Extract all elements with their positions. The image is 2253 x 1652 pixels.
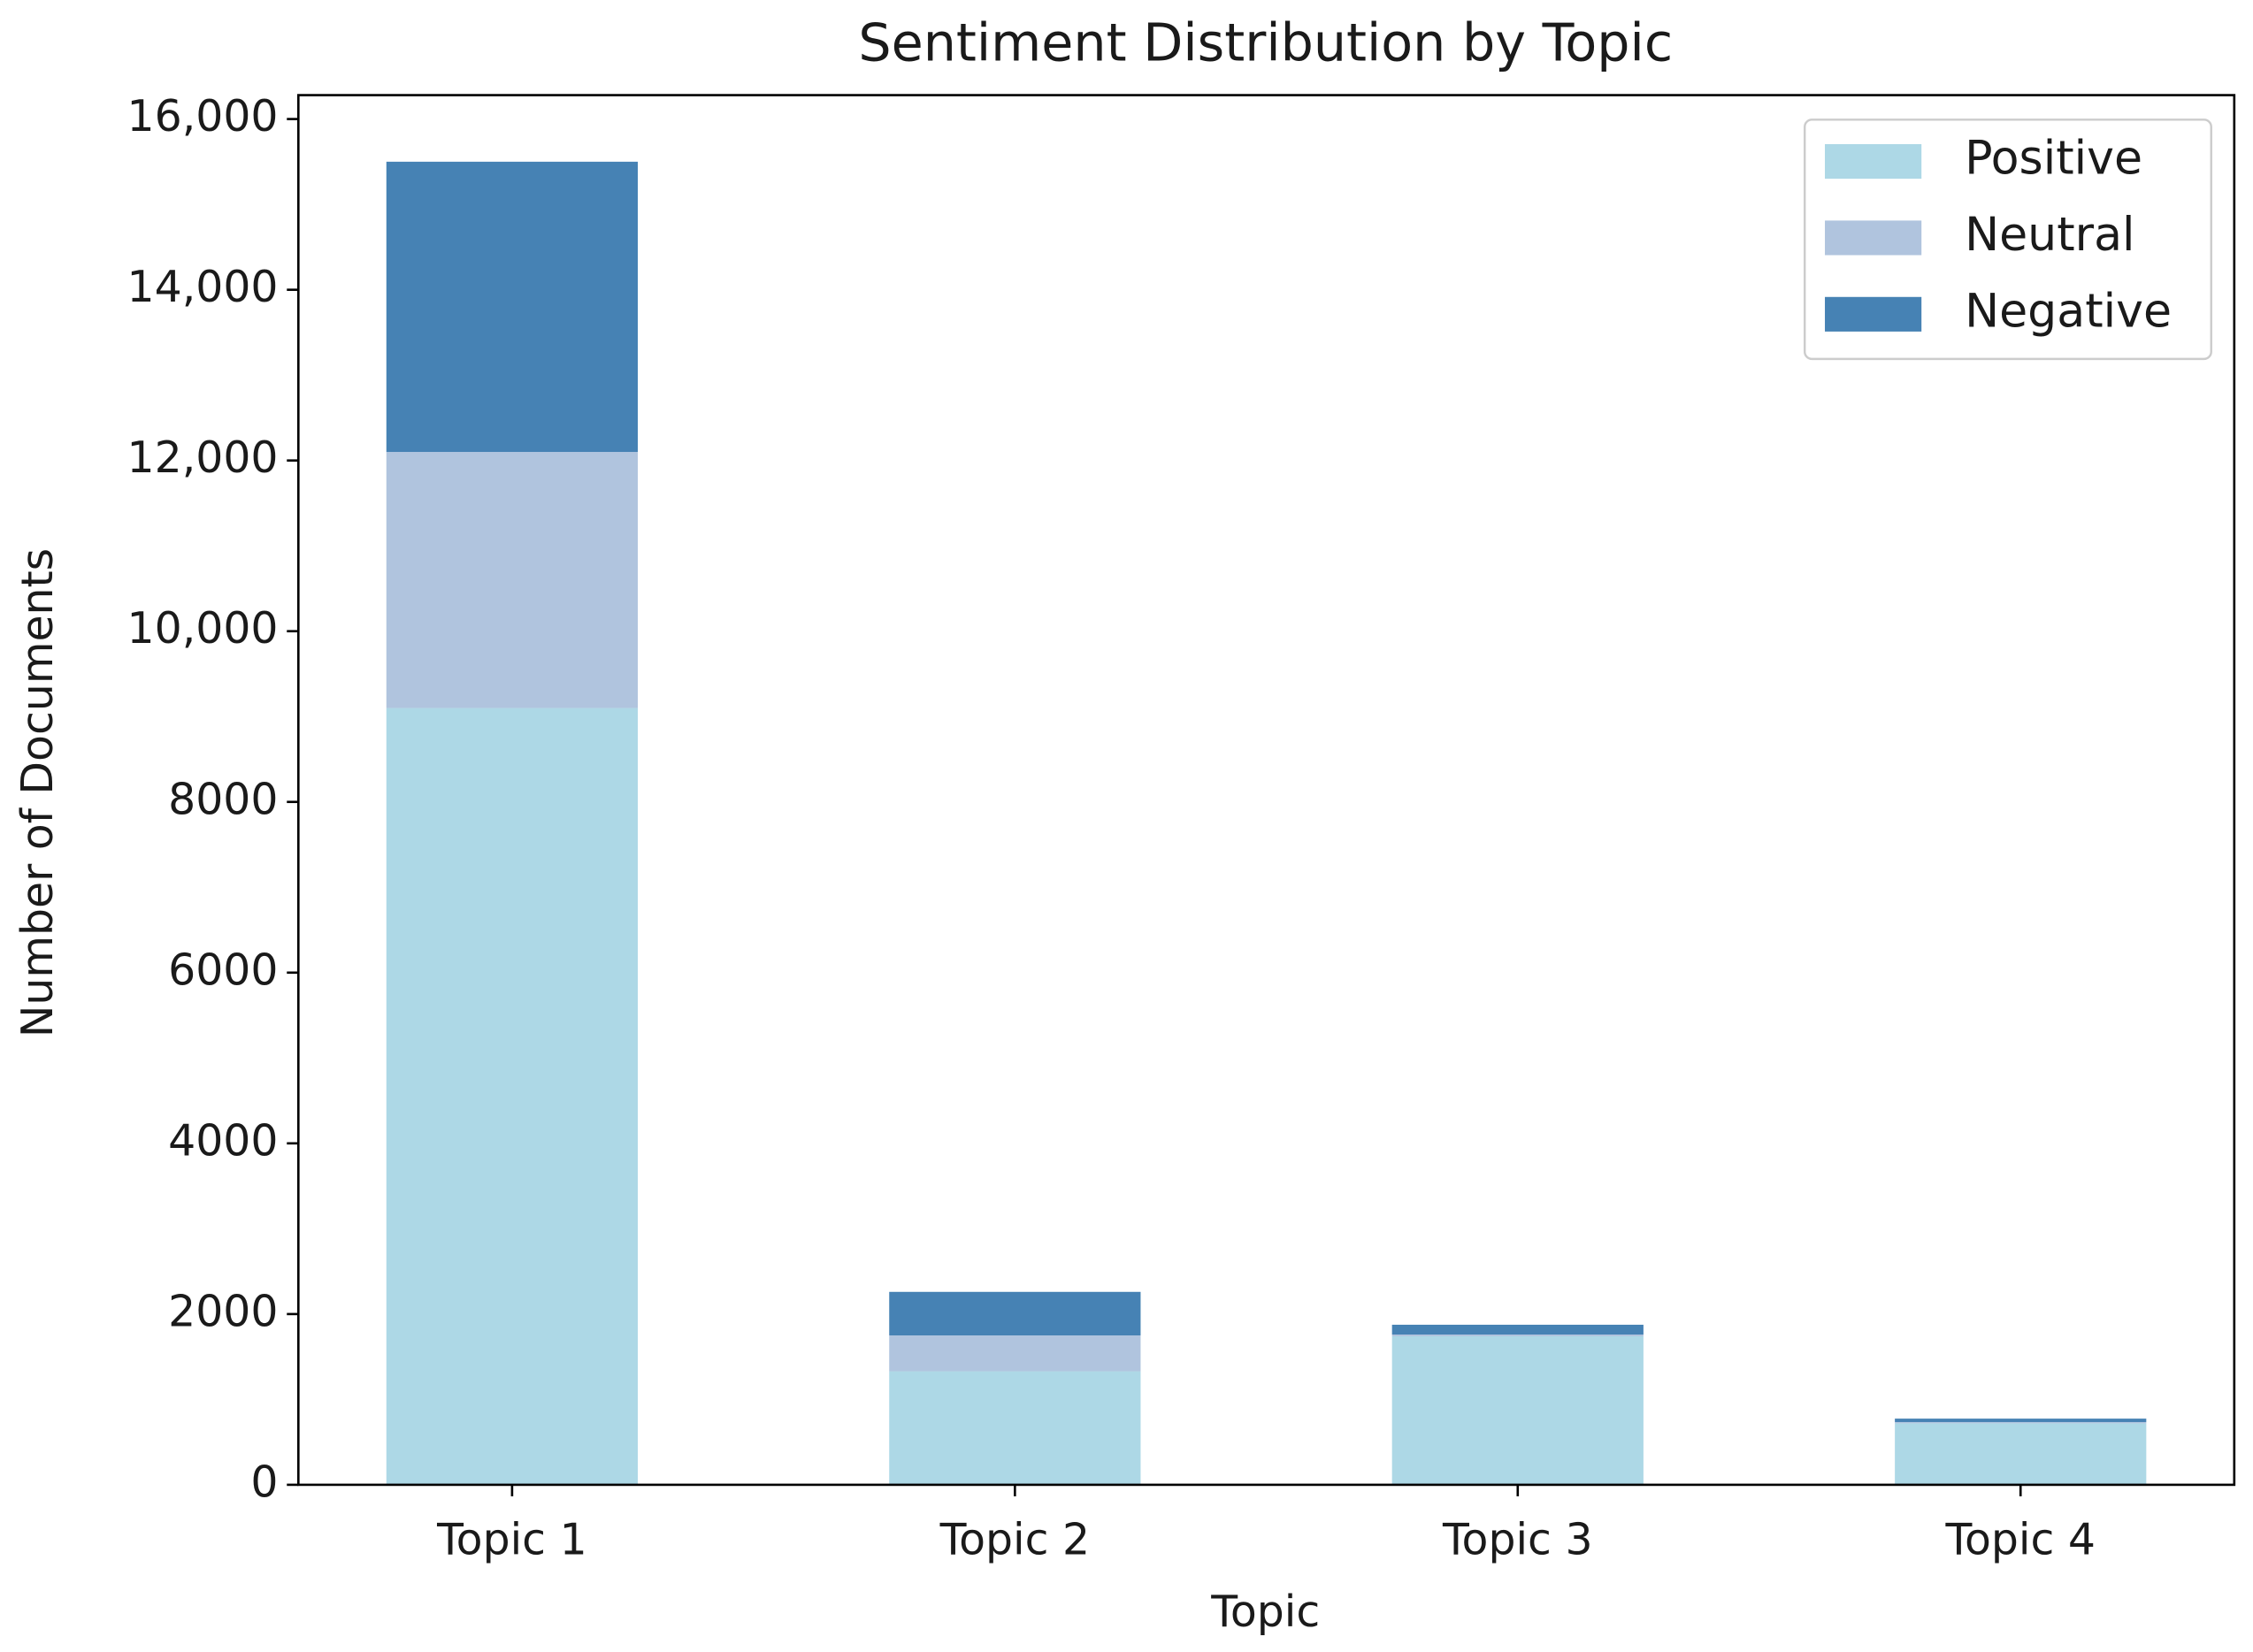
legend-label: Positive <box>1965 133 2142 186</box>
bar-segment <box>386 161 639 453</box>
y-tick-label: 12,000 <box>127 432 279 483</box>
bar-segment <box>889 1335 1141 1372</box>
y-tick-label: 0 <box>250 1457 278 1507</box>
x-tick-label: Topic 1 <box>436 1515 587 1565</box>
bar-segment <box>386 452 639 708</box>
bar-segment <box>1391 1335 1644 1336</box>
x-tick-label: Topic 3 <box>1442 1515 1593 1565</box>
legend-swatch <box>1825 144 1922 180</box>
bar-segment <box>889 1371 1141 1485</box>
y-axis-label: Number of Documents <box>12 548 63 1037</box>
bar-segment <box>1895 1419 2147 1422</box>
bar-segment <box>1895 1423 2147 1485</box>
y-tick-label: 14,000 <box>127 262 279 312</box>
bar-segment <box>1895 1421 2147 1424</box>
y-tick-label: 4000 <box>168 1115 278 1166</box>
x-axis-label: Topic <box>1210 1587 1320 1637</box>
plot-frame <box>297 94 2236 1487</box>
x-tick-label: Topic 4 <box>1944 1515 2096 1565</box>
y-tick-label: 10,000 <box>127 603 279 654</box>
bar-segment <box>386 707 639 1485</box>
bar-segment <box>889 1291 1141 1336</box>
y-tick-label: 8000 <box>168 774 278 824</box>
x-tick-label: Topic 2 <box>939 1515 1091 1565</box>
bar-segment <box>1391 1335 1644 1485</box>
legend-swatch <box>1825 220 1922 256</box>
y-tick-label: 2000 <box>168 1286 278 1336</box>
chart-title: Sentiment Distribution by Topic <box>858 12 1673 73</box>
legend-swatch <box>1825 296 1922 332</box>
legend-label: Neutral <box>1965 209 2134 262</box>
bar-segment <box>1391 1324 1644 1335</box>
y-tick-label: 16,000 <box>127 91 279 141</box>
legend-label: Negative <box>1965 285 2172 338</box>
y-tick-label: 6000 <box>168 945 278 995</box>
